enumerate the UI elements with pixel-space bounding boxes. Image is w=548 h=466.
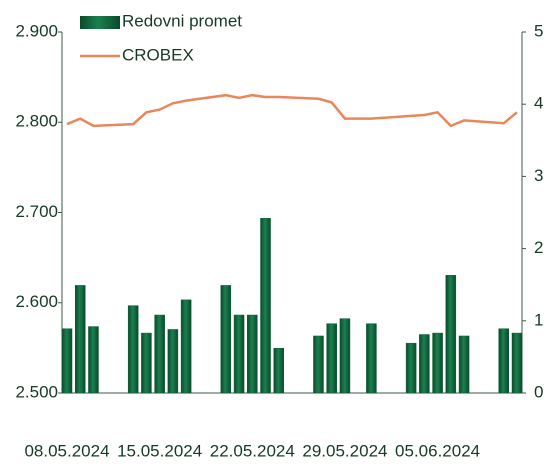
y2-tick-label: 5	[534, 21, 543, 40]
bar	[405, 342, 417, 394]
bar	[88, 326, 99, 394]
y-tick-label: 2.500	[15, 382, 58, 401]
bar	[127, 305, 139, 394]
legend-swatch	[80, 16, 120, 29]
bar	[180, 299, 192, 394]
bar	[511, 332, 523, 394]
y2-tick-label: 3	[534, 166, 543, 185]
y-tick-label: 2.600	[15, 292, 58, 311]
bar	[167, 329, 179, 394]
bar	[154, 314, 165, 394]
bar	[141, 332, 152, 394]
bar	[339, 318, 351, 394]
y2-tick-label: 1	[534, 310, 543, 329]
x-tick-label: 05.06.2024	[395, 441, 480, 460]
x-tick-label: 22.05.2024	[210, 441, 295, 460]
x-tick-label: 29.05.2024	[302, 441, 387, 460]
bar	[366, 323, 377, 394]
x-tick-label: 08.05.2024	[24, 441, 109, 460]
y2-tick-label: 2	[534, 238, 543, 257]
bar	[247, 314, 258, 394]
bar	[498, 328, 510, 394]
bar	[260, 218, 271, 394]
bar	[326, 323, 337, 394]
bar	[419, 334, 430, 394]
bar	[313, 335, 324, 394]
bar	[233, 314, 245, 394]
y2-tick-label: 0	[534, 382, 543, 401]
bar	[74, 285, 86, 394]
bar	[61, 328, 73, 394]
y-tick-label: 2.900	[15, 21, 58, 40]
bar	[432, 332, 443, 394]
legend-label: Redovni promet	[122, 11, 242, 30]
line	[66, 93, 518, 128]
legend-label: CROBEX	[122, 45, 194, 64]
bar	[445, 275, 457, 394]
y2-tick-label: 4	[534, 94, 543, 113]
y-tick-label: 2.700	[15, 202, 58, 221]
y-tick-label: 2.800	[15, 112, 58, 131]
bar	[458, 335, 470, 394]
bar	[220, 285, 232, 394]
x-tick-label: 15.05.2024	[117, 441, 202, 460]
bar	[273, 347, 285, 394]
